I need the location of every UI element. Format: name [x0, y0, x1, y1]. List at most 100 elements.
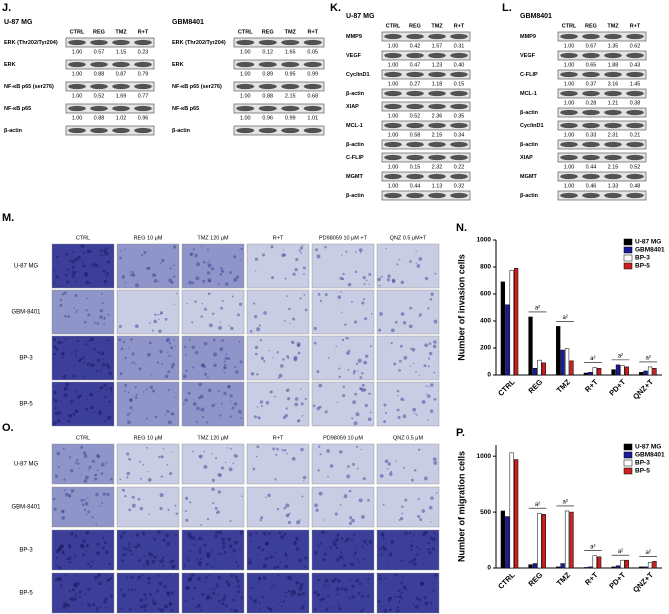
cell-dot: [409, 531, 412, 534]
cell-dot: [217, 490, 222, 494]
cell-dot: [298, 249, 301, 252]
cell-dot: [357, 370, 359, 372]
cell-dot: [189, 501, 192, 504]
cell-dot: [102, 492, 106, 496]
cell-dot: [431, 547, 435, 551]
cell-dot: [153, 279, 158, 283]
cell-dot: [217, 390, 220, 393]
cell-dot: [398, 518, 401, 522]
cell-dot: [339, 555, 343, 560]
cell-dot: [80, 544, 84, 548]
cell-dot: [208, 323, 213, 328]
protein-label: C-FLIP: [346, 155, 364, 161]
cell-dot: [108, 578, 111, 581]
cell-dot: [211, 267, 215, 271]
cell-dot: [351, 518, 355, 523]
cell-dot: [158, 329, 162, 334]
cell-dot: [261, 595, 265, 599]
blot-strip: [381, 171, 471, 182]
x-tick-label: CTRL: [496, 377, 517, 398]
cell-dot: [140, 254, 144, 257]
y-tick-label: 1000: [477, 453, 492, 460]
band: [626, 90, 644, 97]
cell-dot: [367, 417, 372, 422]
blot-strip: [381, 190, 471, 201]
cell-dot: [74, 554, 77, 557]
cell-dot: [107, 339, 110, 342]
cell-dot: [403, 466, 406, 469]
cell-dot: [276, 351, 279, 354]
cell-dot: [104, 606, 107, 609]
cell-dot: [122, 553, 126, 557]
cell-dot: [183, 345, 187, 349]
band: [406, 90, 424, 97]
cell-dot: [104, 597, 108, 601]
cell-dot: [252, 599, 257, 604]
cell-dot: [229, 519, 232, 522]
cell-dot: [215, 586, 217, 589]
panel-label: J.: [2, 2, 11, 14]
cell-dot: [337, 295, 342, 299]
cell-dot: [193, 586, 196, 590]
band: [406, 103, 424, 110]
cell-dot: [336, 593, 339, 596]
cell-dot: [284, 277, 287, 280]
band: [450, 173, 468, 180]
cell-dot: [232, 462, 235, 465]
micrograph: [311, 243, 375, 289]
row-label: GBM-8401: [11, 310, 41, 316]
annotation: a²: [562, 315, 567, 321]
cell-dot: [379, 547, 382, 550]
x-tick-label: REG: [526, 570, 544, 588]
cell-dot: [338, 375, 341, 379]
bar: [652, 368, 657, 376]
cell-dot: [156, 361, 160, 364]
micrograph: [181, 486, 245, 528]
cell-dot: [185, 353, 187, 356]
row-label: BP-5: [19, 591, 33, 597]
cell-dot: [103, 600, 107, 604]
cell-dot: [362, 276, 366, 280]
cell-dot: [127, 542, 131, 546]
cell-dot: [400, 581, 403, 585]
cell-dot: [80, 244, 85, 248]
bar: [583, 567, 588, 569]
band: [134, 83, 152, 90]
protein-label: β-actin: [172, 128, 191, 134]
cell-dot: [221, 402, 224, 405]
band: [450, 52, 468, 59]
cell-dot: [414, 605, 419, 609]
cell-dot: [398, 258, 401, 261]
cell-dot: [220, 269, 225, 273]
band: [428, 33, 446, 40]
band: [626, 173, 644, 180]
band: [112, 83, 130, 90]
cell-dot: [71, 352, 73, 355]
cell-dot: [255, 598, 257, 600]
cell-dot: [430, 496, 434, 500]
cell-dot: [71, 588, 76, 592]
cell-dot: [368, 283, 370, 285]
cell-dot: [349, 579, 352, 581]
cell-dot: [85, 550, 88, 553]
cell-dot: [91, 560, 94, 563]
cell-dot: [63, 291, 67, 295]
legend-swatch: [623, 459, 633, 467]
cell-dot: [234, 575, 238, 579]
x-tick-label: R+T: [583, 377, 600, 394]
cell-dot: [102, 536, 105, 539]
cell-dot: [354, 392, 357, 396]
cell-dot: [275, 453, 278, 456]
quant-value: 0.57: [94, 49, 105, 55]
cell-dot: [430, 292, 434, 296]
cell-dot: [260, 356, 265, 360]
cell-dot: [233, 277, 238, 282]
cell-dot: [93, 321, 96, 324]
cell-dot: [260, 405, 264, 408]
cell-dot: [293, 541, 298, 546]
cell-line: U-87 MG: [4, 19, 33, 26]
cell-dot: [98, 391, 101, 393]
cell-dot: [323, 552, 327, 556]
cell-dot: [428, 342, 432, 345]
quant-value: 1.00: [240, 93, 251, 99]
